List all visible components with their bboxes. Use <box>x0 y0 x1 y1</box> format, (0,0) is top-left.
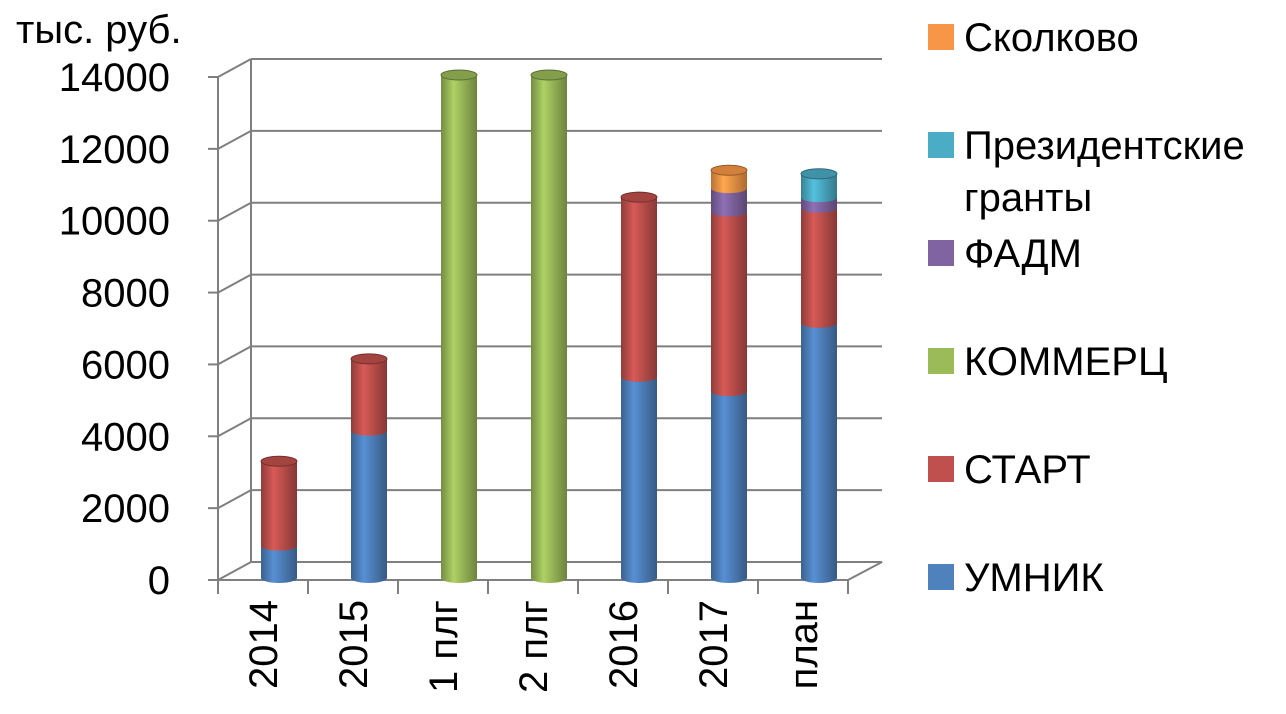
bar-segment <box>260 455 298 551</box>
legend-label: Президентские гранты <box>964 124 1245 220</box>
x-tick-label: план <box>782 600 826 689</box>
legend-item: Сколково <box>928 12 1286 64</box>
bar-segment <box>530 69 568 583</box>
bar-segment <box>801 207 837 328</box>
bar-body <box>801 173 837 203</box>
gridline-side <box>217 58 252 78</box>
bar-top <box>530 69 568 81</box>
bar-body <box>441 75 477 583</box>
x-tick-label: 1 плг <box>422 600 466 693</box>
y-tick-label: 6000 <box>81 343 170 387</box>
bar-segment <box>440 69 478 583</box>
legend-swatch <box>928 132 954 158</box>
y-tick-label: 4000 <box>81 415 170 459</box>
bar-segment <box>711 188 747 217</box>
bar-top <box>440 69 478 81</box>
bar-top <box>350 353 388 365</box>
legend-item: КОММЕРЦ <box>928 336 1286 388</box>
x-tick-label: 2017 <box>692 600 736 689</box>
bar-body <box>711 170 747 194</box>
bar-segment <box>351 430 387 583</box>
bar-top <box>260 455 298 467</box>
legend-label: СТАРТ <box>964 448 1091 492</box>
y-tick-label: 10000 <box>59 200 170 244</box>
legend-swatch <box>928 240 954 266</box>
x-tick-label: 2016 <box>602 600 646 689</box>
y-tick-label: 8000 <box>81 272 170 316</box>
legend-label: ФАДМ <box>964 232 1082 276</box>
stacked-bar-chart: 0 2000 4000 6000 8000 10000 12000 14000 2014 201… <box>59 56 883 693</box>
gridline-side <box>217 129 252 150</box>
chart-legend: Сколково Президентские гранты ФАДМ КОММЕРЦ С… <box>928 0 1286 714</box>
x-tick-label: 2015 <box>332 600 376 689</box>
bar-body <box>621 376 657 583</box>
bar-segment <box>620 191 658 382</box>
gridline-side <box>217 489 252 510</box>
bar-body <box>711 188 747 217</box>
legend-label: УМНИК <box>964 556 1104 600</box>
bar-body <box>531 75 567 583</box>
bar-body <box>801 322 837 583</box>
bar-body <box>621 197 657 382</box>
bar-body <box>801 207 837 328</box>
legend-item: ФАДМ <box>928 228 1286 280</box>
bar-top <box>800 168 838 180</box>
legend-swatch <box>928 456 954 482</box>
y-tick-label: 12000 <box>59 128 170 172</box>
gridline-side <box>217 345 252 366</box>
legend-label: Сколково <box>964 16 1139 60</box>
bar-segment <box>800 168 838 203</box>
legend-label: КОММЕРЦ <box>964 340 1168 384</box>
unit-label: тыс. руб. <box>16 8 182 52</box>
bar-segment <box>710 164 748 194</box>
bar-top <box>620 191 658 203</box>
bar-segment <box>711 391 747 583</box>
bar-segment <box>621 376 657 583</box>
bar-segment <box>261 545 297 583</box>
bar-body <box>351 430 387 583</box>
legend-swatch <box>928 564 954 590</box>
y-tick-label: 0 <box>148 559 170 603</box>
bar-segment <box>350 353 388 436</box>
bar-body <box>261 545 297 583</box>
bar-body <box>261 461 297 551</box>
gridline-side <box>217 273 252 294</box>
x-tick-label: 2 плг <box>512 600 556 693</box>
bar-body <box>351 358 387 436</box>
legend-swatch <box>928 24 954 50</box>
y-tick-label: 2000 <box>81 487 170 531</box>
bar-segment <box>801 322 837 583</box>
legend-swatch <box>928 348 954 374</box>
y-tick-label: 14000 <box>59 56 170 100</box>
bar-body <box>711 391 747 583</box>
x-tick-label: 2014 <box>242 600 286 689</box>
legend-item: СТАРТ <box>928 444 1286 496</box>
bar-body <box>711 211 747 397</box>
bar-segment <box>711 211 747 397</box>
legend-item: УМНИК <box>928 552 1286 604</box>
bar-top <box>710 164 748 176</box>
gridline-side <box>217 417 252 438</box>
legend-item: Президентские гранты <box>928 120 1286 224</box>
gridline-side <box>217 201 252 222</box>
